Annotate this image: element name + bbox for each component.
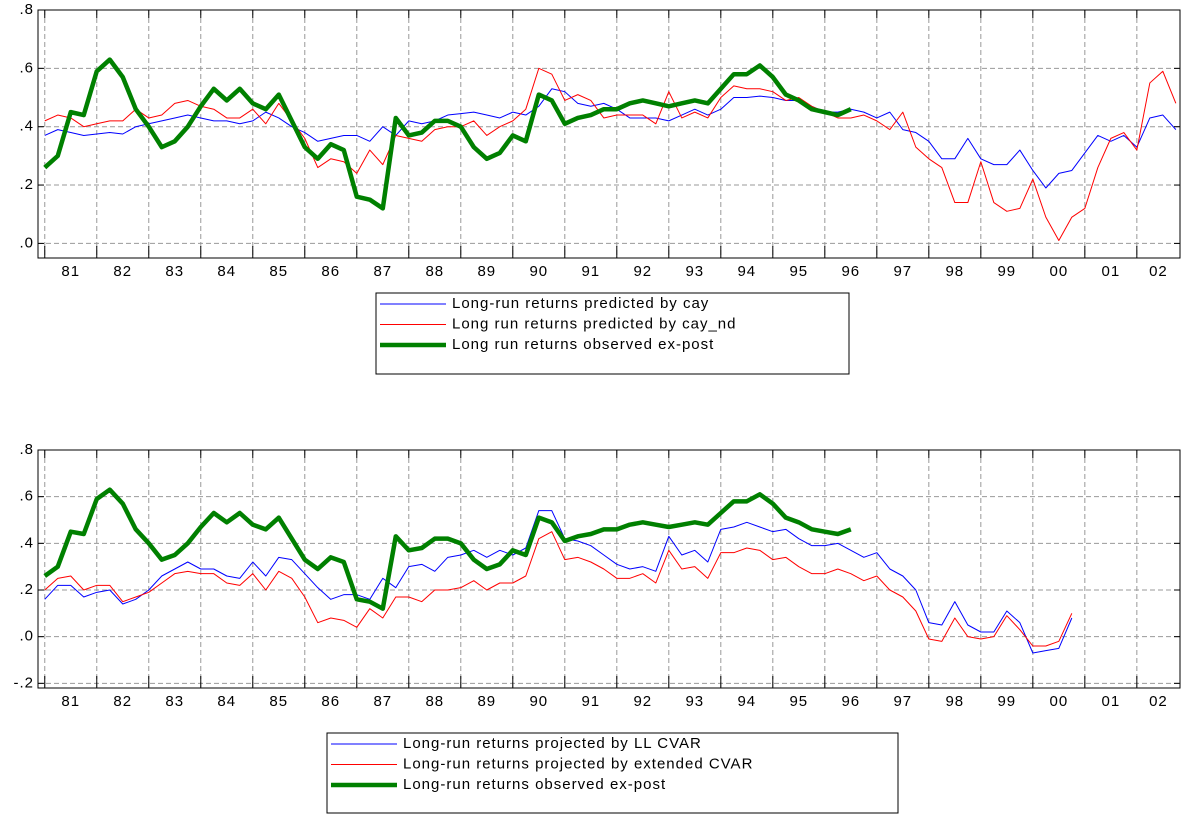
x-tick-label: 89 — [477, 693, 496, 710]
y-tick-label: .6 — [19, 488, 34, 505]
y-tick-label: -.2 — [13, 674, 34, 691]
y-tick-label: .0 — [19, 628, 34, 645]
x-tick-label: 85 — [269, 263, 288, 280]
x-tick-label: 95 — [789, 693, 808, 710]
x-tick-label: 97 — [893, 693, 912, 710]
x-tick-label: 96 — [841, 263, 860, 280]
x-tick-label: 93 — [685, 263, 704, 280]
x-tick-label: 98 — [945, 693, 964, 710]
x-tick-label: 92 — [633, 693, 652, 710]
x-tick-label: 99 — [997, 693, 1016, 710]
x-tick-label: 02 — [1149, 693, 1168, 710]
x-tick-label: 01 — [1101, 693, 1120, 710]
y-tick-label: .6 — [19, 59, 34, 76]
series-line — [44, 510, 1073, 654]
x-tick-label: 90 — [529, 693, 548, 710]
y-tick-label: .2 — [19, 581, 34, 598]
x-tick-label: 87 — [373, 263, 392, 280]
x-tick-label: 83 — [165, 693, 184, 710]
x-tick-label: 98 — [945, 263, 964, 280]
legend-label: Long-run returns projected by LL CVAR — [403, 735, 702, 752]
x-tick-label: 90 — [529, 263, 548, 280]
x-tick-label: 93 — [685, 693, 704, 710]
x-tick-label: 81 — [61, 263, 80, 280]
x-tick-label: 85 — [269, 693, 288, 710]
x-tick-label: 87 — [373, 693, 392, 710]
x-tick-label: 91 — [581, 693, 600, 710]
x-tick-label: 84 — [217, 263, 236, 280]
legend-label: Long run returns observed ex-post — [452, 336, 714, 353]
x-tick-label: 83 — [165, 263, 184, 280]
legend-label: Long run returns predicted by cay_nd — [452, 315, 737, 332]
legend-box — [326, 732, 899, 814]
legend-label: Long-run returns projected by extended C… — [403, 755, 753, 772]
x-tick-label: 88 — [425, 693, 444, 710]
series-line — [44, 67, 1177, 241]
x-tick-label: 91 — [581, 263, 600, 280]
x-tick-label: 94 — [737, 693, 756, 710]
x-tick-label: 86 — [321, 263, 340, 280]
series-line — [43, 57, 852, 211]
x-tick-label: 97 — [893, 263, 912, 280]
legend-box — [375, 292, 850, 375]
x-tick-label: 00 — [1049, 693, 1068, 710]
x-tick-label: 96 — [841, 693, 860, 710]
series-line — [43, 487, 852, 611]
x-tick-label: 84 — [217, 693, 236, 710]
x-tick-label: 92 — [633, 263, 652, 280]
x-tick-label: 94 — [737, 263, 756, 280]
y-tick-label: .4 — [19, 118, 34, 135]
x-tick-label: 01 — [1101, 263, 1120, 280]
x-tick-label: 99 — [997, 263, 1016, 280]
x-tick-label: 82 — [113, 263, 132, 280]
y-tick-label: .4 — [19, 534, 34, 551]
legend-label: Long-run returns observed ex-post — [403, 776, 666, 793]
y-tick-label: .0 — [19, 234, 34, 251]
x-tick-label: 95 — [789, 263, 808, 280]
x-tick-label: 00 — [1049, 263, 1068, 280]
x-tick-label: 81 — [61, 693, 80, 710]
y-tick-label: .8 — [19, 1, 34, 18]
x-tick-label: 02 — [1149, 263, 1168, 280]
series-line — [44, 88, 1177, 189]
x-tick-label: 88 — [425, 263, 444, 280]
plot-frame — [37, 449, 1181, 689]
plot-frame — [37, 9, 1181, 259]
x-tick-label: 89 — [477, 263, 496, 280]
x-tick-label: 86 — [321, 693, 340, 710]
legend-label: Long-run returns predicted by cay — [452, 295, 709, 312]
x-tick-label: 82 — [113, 693, 132, 710]
y-tick-label: .2 — [19, 176, 34, 193]
y-tick-label: .8 — [19, 441, 34, 458]
series-line — [44, 531, 1073, 647]
